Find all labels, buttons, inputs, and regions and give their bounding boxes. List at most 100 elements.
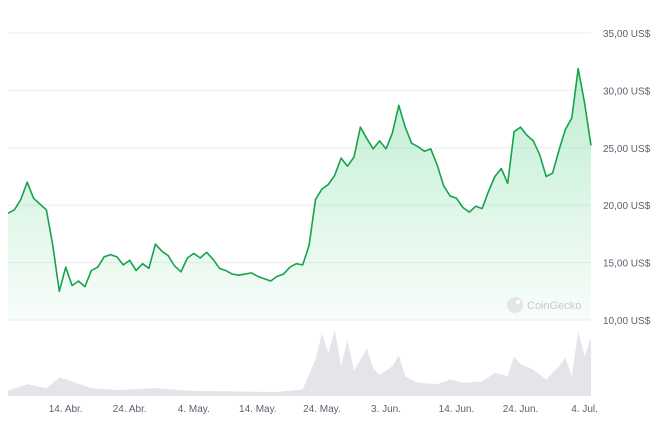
price-point (308, 245, 310, 247)
price-point (270, 280, 272, 282)
price-point (577, 68, 579, 70)
price-point (443, 185, 445, 187)
price-point (360, 126, 362, 128)
price-point (404, 126, 406, 128)
x-tick-label: 4. May. (178, 404, 210, 415)
price-area-fill (8, 68, 591, 320)
price-point (526, 134, 528, 136)
price-point (148, 267, 150, 269)
price-point (436, 164, 438, 166)
price-point (174, 265, 176, 267)
price-point (565, 129, 567, 131)
price-point (20, 199, 22, 201)
price-point (116, 256, 118, 258)
coingecko-logo-icon (507, 297, 523, 313)
price-point (257, 276, 259, 278)
price-point (90, 270, 92, 272)
watermark-text: CoinGecko (527, 300, 581, 312)
price-line (7, 67, 592, 293)
price-point (302, 264, 304, 266)
price-point (110, 254, 112, 256)
price-point (500, 168, 502, 170)
volume-area-shape (8, 330, 591, 396)
price-point (552, 172, 554, 174)
price-point (206, 251, 208, 253)
y-tick-label: 35,00 US$ (603, 29, 651, 40)
price-point (353, 156, 355, 158)
x-tick-label: 3. Jun. (371, 404, 401, 415)
price-point (417, 146, 419, 148)
x-tick-label: 24. Jun. (503, 404, 539, 415)
price-point (187, 257, 189, 259)
price-point (289, 266, 291, 268)
price-point (142, 263, 144, 265)
price-point (315, 199, 317, 201)
price-point (340, 157, 342, 159)
price-point (539, 154, 541, 156)
price-point (161, 250, 163, 252)
price-point (65, 266, 67, 268)
price-point (276, 276, 278, 278)
price-point (238, 274, 240, 276)
price-point (347, 165, 349, 167)
price-point (584, 102, 586, 104)
price-series (7, 67, 592, 320)
y-axis: 35,00 US$ 30,00 US$ 25,00 US$ 20,00 US$ 15,0… (603, 29, 651, 327)
price-point (488, 191, 490, 193)
price-point (52, 245, 54, 247)
price-point (392, 132, 394, 134)
x-tick-label: 14. Jun. (439, 404, 475, 415)
y-tick-label: 20,00 US$ (603, 201, 651, 212)
price-point (193, 253, 195, 255)
price-point (295, 263, 297, 265)
price-point (129, 259, 131, 261)
price-point (449, 195, 451, 197)
price-point (411, 142, 413, 144)
price-point (212, 258, 214, 260)
price-point (251, 272, 253, 274)
price-point (283, 273, 285, 275)
x-axis: 14. Abr. 24. Abr. 4. May. 14. May. 24. May. 3… (49, 404, 598, 415)
price-point (244, 273, 246, 275)
price-point (520, 126, 522, 128)
y-tick-label: 10,00 US$ (603, 316, 651, 327)
price-point (14, 209, 16, 211)
price-point (167, 255, 169, 257)
x-tick-label: 14. Abr. (49, 404, 83, 415)
price-point (507, 183, 509, 185)
price-point (33, 197, 35, 199)
price-point (135, 270, 137, 272)
x-tick-label: 4. Jul. (571, 404, 598, 415)
price-point (46, 209, 48, 211)
coingecko-watermark: CoinGecko (507, 297, 581, 313)
price-point (122, 264, 124, 266)
x-tick-label: 24. May. (303, 404, 341, 415)
price-point (462, 207, 464, 209)
price-point (155, 243, 157, 245)
price-point (231, 273, 233, 275)
price-point (513, 131, 515, 133)
price-point (26, 181, 28, 183)
price-point (103, 256, 105, 258)
price-point (456, 197, 458, 199)
price-point (180, 271, 182, 273)
x-tick-label: 14. May. (239, 404, 277, 415)
price-point (39, 203, 41, 205)
price-point (366, 138, 368, 140)
y-tick-label: 25,00 US$ (603, 144, 651, 155)
price-point (481, 208, 483, 210)
price-point (430, 148, 432, 150)
price-point (571, 117, 573, 119)
price-point (84, 286, 86, 288)
price-point (590, 145, 592, 147)
price-point (263, 278, 265, 280)
coingecko-logo-eye (515, 299, 521, 305)
price-point (424, 150, 426, 152)
price-point (225, 270, 227, 272)
price-point (327, 184, 329, 186)
price-point (468, 211, 470, 213)
volume-area (8, 330, 591, 396)
y-tick-label: 15,00 US$ (603, 259, 651, 270)
price-point (532, 140, 534, 142)
